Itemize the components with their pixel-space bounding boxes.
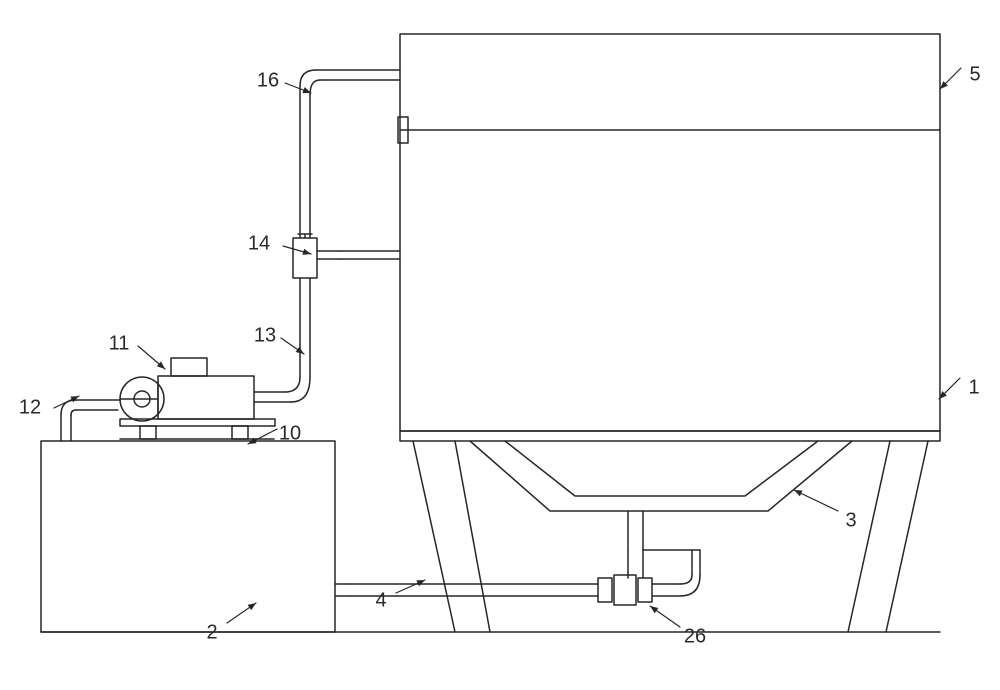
canvas-bg bbox=[0, 0, 1000, 690]
label-26: 26 bbox=[684, 625, 706, 647]
label-1: 1 bbox=[968, 376, 979, 398]
label-4: 4 bbox=[375, 589, 386, 611]
label-12: 12 bbox=[19, 396, 41, 418]
label-10: 10 bbox=[279, 422, 301, 444]
label-16: 16 bbox=[257, 69, 279, 91]
label-3: 3 bbox=[845, 509, 856, 531]
label-14: 14 bbox=[248, 232, 270, 254]
label-2: 2 bbox=[206, 621, 217, 643]
label-5: 5 bbox=[969, 63, 980, 85]
label-13: 13 bbox=[254, 324, 276, 346]
label-11: 11 bbox=[109, 332, 130, 354]
diagram: 1234510111213141626 bbox=[0, 0, 1000, 690]
